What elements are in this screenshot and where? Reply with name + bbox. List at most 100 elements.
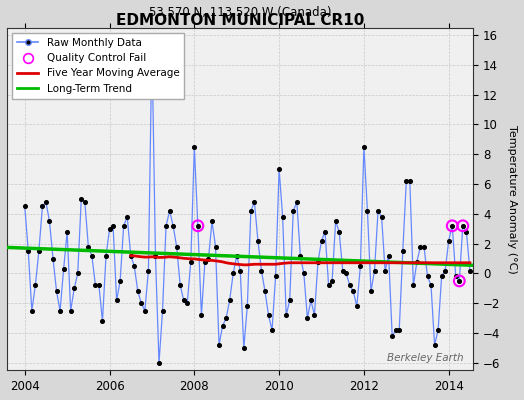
Point	[113, 297, 121, 304]
Point	[448, 223, 456, 229]
Point	[444, 238, 453, 244]
Point	[353, 303, 361, 310]
Point	[99, 318, 107, 324]
Point	[194, 223, 202, 229]
Point	[116, 278, 124, 284]
Point	[356, 263, 365, 269]
Legend: Raw Monthly Data, Quality Control Fail, Five Year Moving Average, Long-Term Tren: Raw Monthly Data, Quality Control Fail, …	[12, 33, 184, 99]
Point	[28, 308, 36, 314]
Point	[278, 214, 287, 220]
Point	[162, 223, 170, 229]
Point	[49, 255, 57, 262]
Point	[52, 288, 61, 294]
Point	[296, 252, 304, 259]
Point	[247, 208, 255, 214]
Point	[406, 178, 414, 184]
Point	[102, 252, 110, 259]
Point	[310, 312, 319, 318]
Point	[462, 228, 471, 235]
Point	[438, 273, 446, 280]
Point	[243, 303, 252, 310]
Point	[73, 270, 82, 277]
Point	[105, 226, 114, 232]
Point	[335, 228, 343, 235]
Point	[300, 270, 308, 277]
Point	[211, 244, 220, 250]
Point	[427, 282, 435, 289]
Point	[430, 342, 439, 348]
Point	[370, 267, 379, 274]
Point	[140, 308, 149, 314]
Point	[286, 297, 294, 304]
Point	[367, 288, 375, 294]
Point	[204, 255, 213, 262]
Point	[236, 267, 244, 274]
Point	[134, 288, 142, 294]
Text: 53.570 N, 113.520 W (Canada): 53.570 N, 113.520 W (Canada)	[149, 6, 331, 19]
Point	[151, 252, 160, 259]
Point	[455, 278, 464, 284]
Point	[20, 203, 29, 210]
Point	[77, 196, 85, 202]
Point	[201, 258, 209, 265]
Point	[119, 223, 128, 229]
Point	[458, 223, 467, 229]
Point	[261, 288, 269, 294]
Point	[339, 267, 347, 274]
Point	[257, 267, 266, 274]
Point	[359, 144, 368, 150]
Point	[434, 327, 442, 333]
Point	[307, 297, 315, 304]
Point	[332, 218, 340, 224]
Point	[458, 223, 467, 229]
Point	[466, 267, 474, 274]
Point	[275, 166, 283, 172]
Point	[402, 178, 410, 184]
Y-axis label: Temperature Anomaly (°C): Temperature Anomaly (°C)	[507, 125, 517, 273]
Point	[264, 312, 272, 318]
Point	[194, 223, 202, 229]
Point	[38, 203, 47, 210]
Point	[303, 315, 312, 321]
Point	[56, 308, 64, 314]
Point	[190, 144, 199, 150]
Point	[233, 252, 241, 259]
Point	[148, 39, 156, 46]
Text: Berkeley Earth: Berkeley Earth	[387, 354, 464, 364]
Point	[321, 228, 329, 235]
Point	[67, 308, 75, 314]
Point	[45, 218, 53, 224]
Point	[187, 258, 195, 265]
Point	[318, 238, 326, 244]
Point	[127, 252, 135, 259]
Point	[123, 214, 132, 220]
Point	[346, 282, 354, 289]
Point	[395, 327, 403, 333]
Point	[374, 208, 382, 214]
Point	[409, 282, 418, 289]
Point	[229, 270, 237, 277]
Point	[399, 248, 407, 254]
Point	[197, 312, 205, 318]
Point	[455, 278, 464, 284]
Point	[208, 218, 216, 224]
Point	[292, 199, 301, 205]
Point	[137, 300, 146, 306]
Point	[416, 244, 424, 250]
Point	[452, 273, 460, 280]
Point	[24, 248, 32, 254]
Point	[59, 266, 68, 272]
Point	[342, 270, 351, 277]
Point	[183, 300, 191, 306]
Point	[215, 342, 223, 348]
Point	[388, 333, 396, 339]
Point	[391, 327, 400, 333]
Point	[413, 258, 421, 265]
Point	[381, 267, 389, 274]
Point	[166, 208, 174, 214]
Point	[91, 282, 100, 289]
Point	[363, 208, 372, 214]
Point	[144, 267, 152, 274]
Point	[130, 263, 138, 269]
Point	[35, 248, 43, 254]
